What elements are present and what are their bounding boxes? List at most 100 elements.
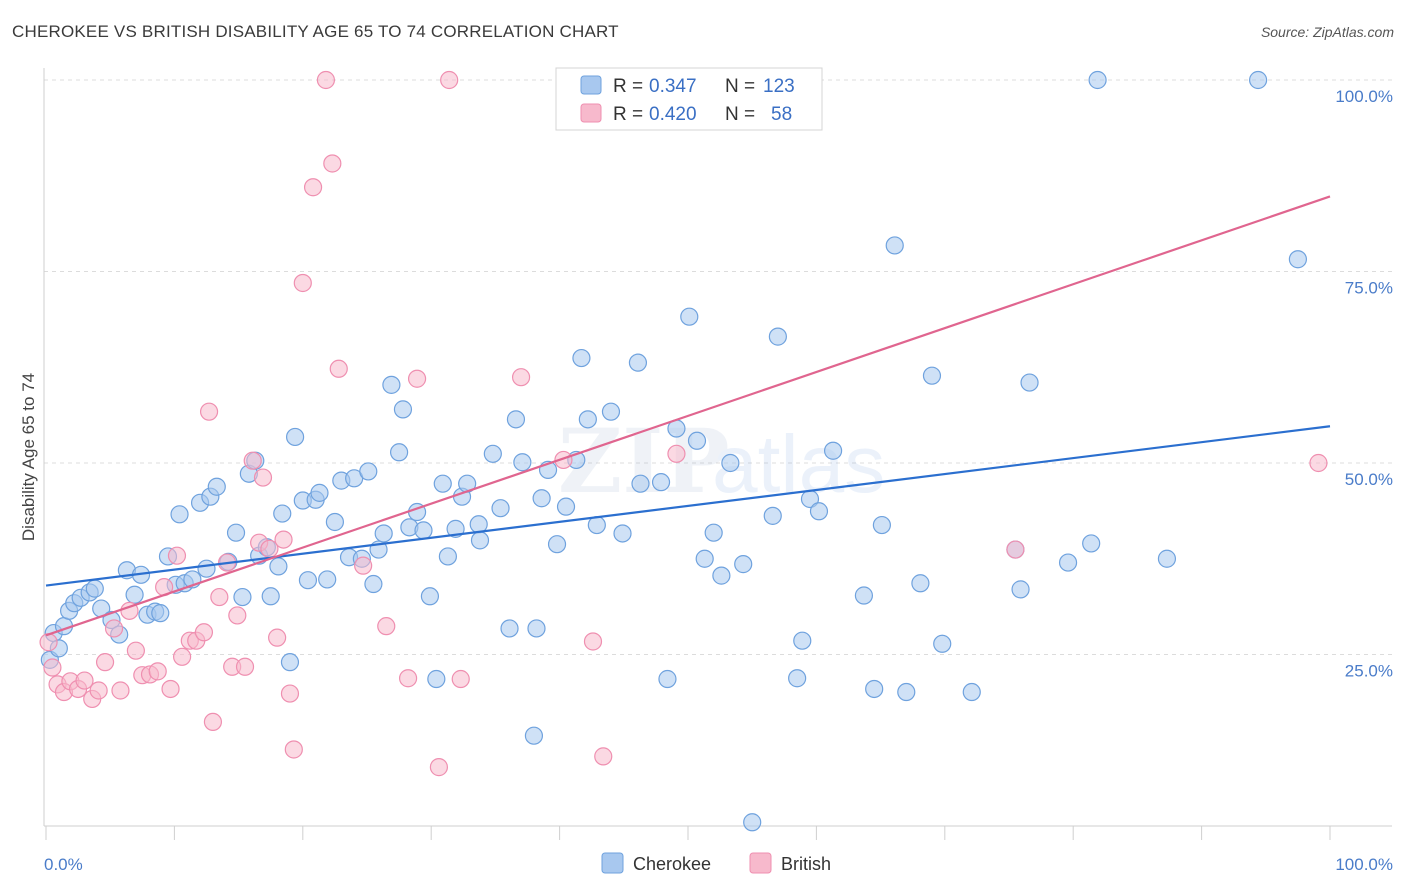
point-cherokee-104: [823, 441, 843, 460]
point-british-54: [594, 747, 613, 766]
point-british-9: [95, 653, 115, 672]
point-cherokee-122: [1288, 250, 1308, 269]
point-cherokee-37: [280, 653, 300, 672]
point-cherokee-54: [390, 443, 409, 462]
legend-r-label-1: R =: [613, 104, 643, 125]
point-british-10: [104, 619, 124, 638]
point-british-26: [210, 587, 229, 607]
y-tick-label-2: 75.0%: [1345, 279, 1393, 298]
point-cherokee-108: [885, 236, 904, 255]
point-cherokee-90: [680, 307, 699, 326]
point-british-47: [407, 369, 427, 388]
x-tick-label-1: 100.0%: [1335, 855, 1393, 874]
point-cherokee-50: [364, 574, 383, 594]
y-tick-label-3: 100.0%: [1335, 87, 1393, 106]
point-cherokee-38: [285, 427, 305, 447]
point-cherokee-68: [483, 444, 502, 463]
point-british-51: [511, 368, 531, 387]
x-tick-labels: 0.0% 100.0%: [44, 855, 1393, 874]
point-british-45: [377, 617, 396, 636]
point-cherokee-121: [1248, 70, 1268, 90]
point-cherokee-13: [125, 585, 144, 604]
point-cherokee-58: [414, 521, 433, 540]
point-cherokee-60: [427, 669, 446, 689]
point-cherokee-95: [721, 453, 740, 473]
trend-lines: [45, 195, 1331, 637]
point-cherokee-52: [374, 524, 393, 543]
point-cherokee-116: [1020, 373, 1039, 392]
point-british-57: [1006, 540, 1025, 559]
point-british-35: [268, 628, 287, 647]
point-cherokee-53: [382, 375, 401, 394]
point-cherokee-84: [613, 524, 632, 543]
legend-bottom-label-british: British: [781, 854, 831, 874]
point-british-31: [243, 451, 262, 470]
point-cherokee-83: [601, 402, 621, 421]
y-tick-label-1: 50.0%: [1345, 470, 1393, 489]
point-british-13: [126, 641, 145, 660]
point-cherokee-24: [197, 559, 216, 578]
point-cherokee-78: [556, 497, 576, 516]
point-cherokee-59: [420, 587, 440, 606]
legend-n-value-1: 58: [771, 104, 792, 125]
point-cherokee-86: [631, 474, 650, 493]
point-british-30: [235, 657, 255, 676]
point-cherokee-110: [911, 574, 930, 593]
point-cherokee-70: [500, 619, 519, 638]
point-british-24: [199, 402, 219, 421]
legend-bottom: Cherokee British: [601, 852, 831, 874]
y-tick-label-0: 25.0%: [1345, 662, 1393, 681]
trend-line-british: [45, 195, 1331, 637]
point-british-6: [75, 671, 94, 690]
legend-n-value-0: 123: [763, 76, 795, 97]
point-british-56: [667, 444, 686, 463]
point-cherokee-69: [491, 499, 510, 518]
point-british-36: [274, 530, 293, 549]
point-cherokee-93: [704, 523, 723, 542]
point-cherokee-17: [151, 604, 170, 623]
point-british-58: [1309, 453, 1328, 473]
point-british-43: [329, 359, 348, 378]
point-cherokee-75: [532, 489, 551, 508]
point-british-49: [440, 70, 459, 90]
point-cherokee-42: [310, 483, 329, 502]
point-cherokee-73: [524, 726, 544, 745]
point-cherokee-92: [695, 549, 714, 568]
point-british-44: [354, 556, 373, 575]
point-british-8: [89, 681, 108, 700]
point-cherokee-101: [793, 631, 812, 650]
point-cherokee-61: [433, 474, 452, 493]
point-cherokee-105: [854, 586, 874, 605]
point-british-52: [554, 450, 573, 470]
point-british-25: [203, 712, 223, 732]
point-cherokee-96: [734, 555, 753, 574]
point-cherokee-40: [298, 571, 318, 590]
point-cherokee-118: [1082, 534, 1101, 553]
point-cherokee-87: [651, 473, 671, 492]
point-cherokee-49: [359, 462, 378, 481]
point-british-33: [253, 468, 273, 487]
data-points: [39, 70, 1328, 832]
legend-n-label-0: N =: [725, 76, 755, 97]
point-cherokee-88: [658, 669, 677, 689]
legend-r-label-0: R =: [613, 76, 643, 97]
point-british-37: [280, 684, 300, 703]
point-british-1: [43, 658, 62, 677]
legend-n-label-1: N =: [725, 104, 755, 125]
point-british-48: [429, 758, 449, 777]
point-cherokee-81: [578, 410, 597, 429]
legend-r-value-0: 0.347: [649, 76, 697, 97]
point-cherokee-77: [547, 535, 567, 554]
point-british-16: [148, 662, 167, 681]
point-british-20: [173, 647, 192, 666]
gridlines: [44, 79, 1392, 655]
x-ticks: [45, 826, 1331, 840]
point-cherokee-119: [1088, 70, 1107, 90]
point-cherokee-26: [207, 477, 226, 496]
point-british-29: [228, 606, 247, 625]
point-british-42: [323, 154, 342, 173]
point-cherokee-43: [318, 570, 337, 589]
point-cherokee-34: [261, 587, 280, 606]
point-cherokee-71: [506, 410, 526, 429]
